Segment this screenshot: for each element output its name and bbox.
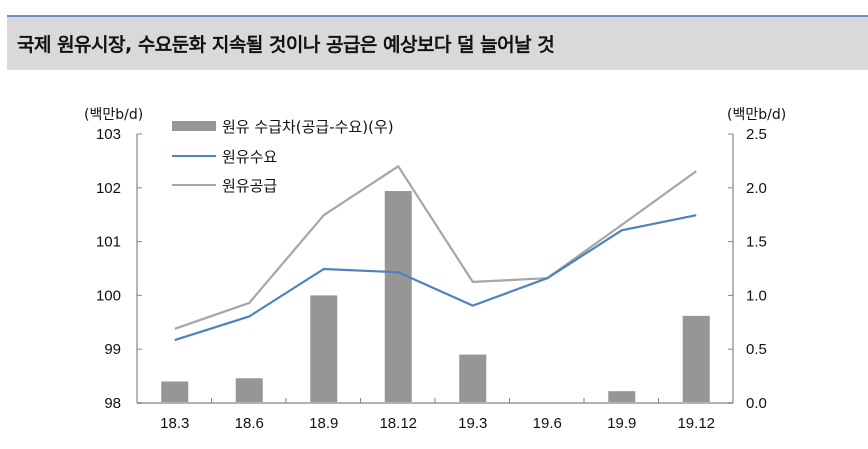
x-axis-tick-label: 19.9 bbox=[607, 415, 636, 432]
bar-19.12 bbox=[682, 315, 710, 403]
axis-labels: 98 99 100 101 102 103 0.0 0.5 1.0 1.5 2.0 2.5 18.3 18… bbox=[84, 107, 786, 432]
legend-label: 원유수요 bbox=[222, 148, 277, 166]
legend-item: 원유공급 bbox=[172, 177, 277, 195]
left-axis-tick-label: 101 bbox=[96, 234, 121, 251]
right-axis-unit: (백만b/d) bbox=[727, 107, 786, 123]
bar-18.3 bbox=[161, 381, 189, 403]
x-axis-tick-label: 18.12 bbox=[379, 415, 417, 432]
left-axis-tick-label: 103 bbox=[96, 126, 121, 143]
bar-18.9 bbox=[310, 295, 338, 403]
right-axis-tick-label: 1.0 bbox=[746, 287, 767, 304]
legend-item: 원유 수급차(공급-수요)(우) bbox=[172, 118, 394, 136]
line-series bbox=[174, 165, 697, 342]
axes bbox=[136, 133, 734, 404]
right-axis-tick-label: 0.5 bbox=[746, 341, 767, 358]
x-axis-tick-label: 19.3 bbox=[458, 415, 487, 432]
left-axis-tick-label: 99 bbox=[104, 341, 121, 358]
line-원유수요 bbox=[174, 214, 697, 342]
right-axis-tick-label: 1.5 bbox=[746, 234, 767, 251]
line-원유공급 bbox=[174, 165, 697, 330]
legend-label: 원유공급 bbox=[222, 177, 277, 195]
title-bar bbox=[7, 17, 868, 70]
title-top-border bbox=[7, 15, 868, 17]
left-axis-unit: (백만b/d) bbox=[84, 107, 143, 123]
left-axis-tick-label: 100 bbox=[96, 287, 121, 304]
bar-18.12 bbox=[384, 191, 412, 403]
x-axis-tick-label: 19.6 bbox=[533, 415, 562, 432]
bar-18.6 bbox=[235, 378, 263, 403]
x-axis-tick-label: 18.9 bbox=[309, 415, 338, 432]
left-axis-tick-label: 98 bbox=[104, 395, 121, 412]
legend-item: 원유수요 bbox=[172, 148, 277, 166]
bar-series-supply-demand-gap bbox=[161, 191, 710, 403]
x-axis-tick-label: 19.12 bbox=[677, 415, 715, 432]
x-axis-tick-label: 18.6 bbox=[235, 415, 264, 432]
chart-title: 국제 원유시장, 수요둔화 지속될 것이나 공급은 예상보다 덜 늘어날 것 bbox=[17, 34, 555, 56]
x-axis-tick-label: 18.3 bbox=[160, 415, 189, 432]
bar-19.9 bbox=[608, 391, 636, 403]
legend-bar-swatch bbox=[172, 121, 216, 131]
bar-19.3 bbox=[459, 354, 487, 403]
right-axis-tick-label: 0.0 bbox=[746, 395, 767, 412]
right-axis-tick-label: 2.5 bbox=[746, 126, 767, 143]
left-axis-tick-label: 102 bbox=[96, 180, 121, 197]
legend-label: 원유 수급차(공급-수요)(우) bbox=[222, 118, 394, 136]
right-axis-tick-label: 2.0 bbox=[746, 180, 767, 197]
